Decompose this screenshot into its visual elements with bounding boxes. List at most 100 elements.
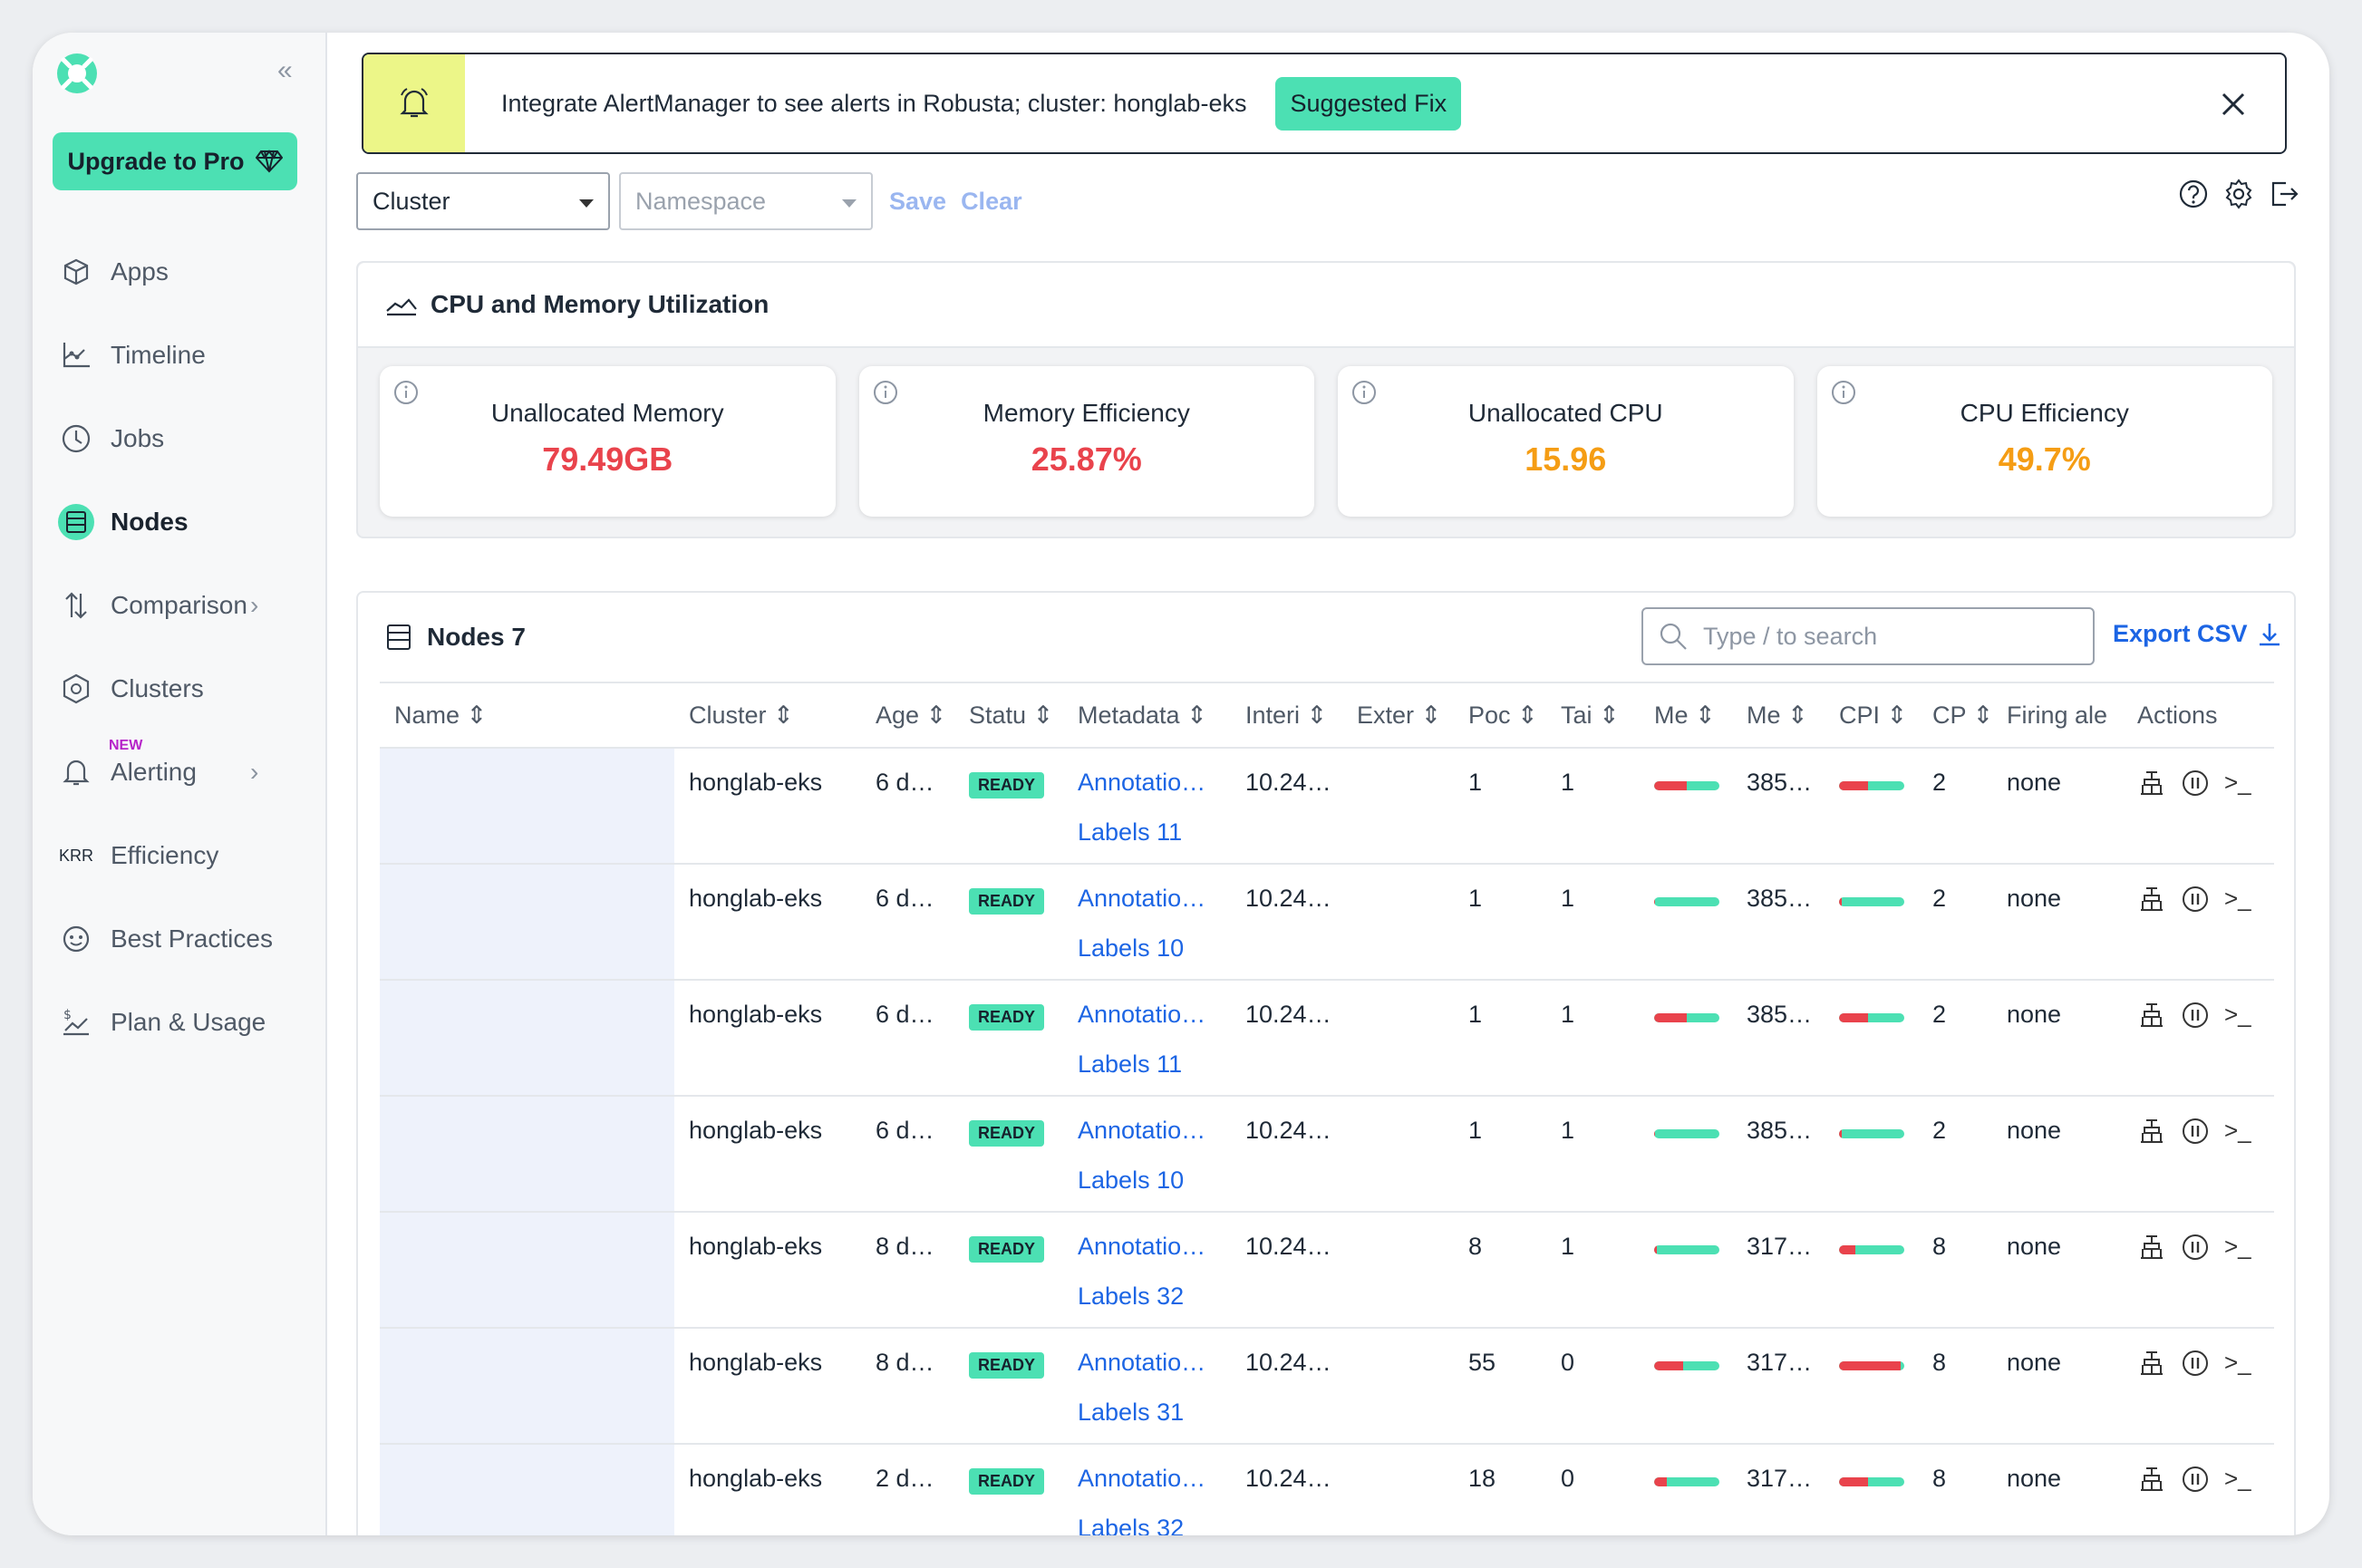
pause-icon[interactable] <box>2181 885 2210 914</box>
terminal-icon[interactable]: >_ <box>2224 885 2251 912</box>
node-name-cell[interactable]: .. <box>380 1212 674 1329</box>
labels-link[interactable]: Labels 32 <box>1078 1515 1185 1535</box>
logout-icon[interactable] <box>2268 178 2300 210</box>
info-icon[interactable] <box>1830 379 1857 406</box>
utilization-header: CPU and Memory Utilization <box>358 263 2294 348</box>
sidebar-item-plan-usage[interactable]: $ Plan & Usage <box>33 981 325 1064</box>
annotations-link[interactable]: Annotatio… <box>1078 1349 1206 1376</box>
info-icon[interactable] <box>392 379 420 406</box>
column-header-memory-usage[interactable]: Me ⇕ <box>1640 682 1732 749</box>
terminal-icon[interactable]: >_ <box>2224 1233 2251 1260</box>
pause-icon[interactable] <box>2181 1001 2210 1030</box>
sidebar-item-comparison[interactable]: Comparison › <box>33 564 325 647</box>
annotations-link[interactable]: Annotatio… <box>1078 1465 1206 1492</box>
table-row[interactable]: .. honglab-eks 6 d… READY Annotatio… Labe… <box>380 864 2274 981</box>
node-topology-icon[interactable] <box>2137 1117 2166 1146</box>
column-header-cluster[interactable]: Cluster ⇕ <box>674 682 861 749</box>
memory-cell: 317… <box>1732 1328 1825 1445</box>
pause-icon[interactable] <box>2181 1117 2210 1146</box>
search-input[interactable]: Type / to search <box>1641 607 2095 665</box>
pause-icon[interactable] <box>2181 769 2210 798</box>
annotations-link[interactable]: Annotatio… <box>1078 769 1206 796</box>
info-icon[interactable] <box>1350 379 1378 406</box>
terminal-icon[interactable]: >_ <box>2224 1349 2251 1376</box>
labels-link[interactable]: Labels 31 <box>1078 1399 1185 1426</box>
terminal-icon[interactable]: >_ <box>2224 769 2251 796</box>
node-topology-icon[interactable] <box>2137 769 2166 798</box>
sidebar-item-best-practices[interactable]: Best Practices <box>33 897 325 981</box>
table-row[interactable]: .. honglab-eks 6 d… READY Annotatio… Labe… <box>380 748 2274 865</box>
labels-link[interactable]: Labels 10 <box>1078 934 1185 962</box>
annotations-link[interactable]: Annotatio… <box>1078 1117 1206 1144</box>
table-row[interactable]: .. honglab-eks 6 d… READY Annotatio… Labe… <box>380 980 2274 1097</box>
node-name-cell[interactable]: .. <box>380 980 674 1097</box>
labels-link[interactable]: Labels 10 <box>1078 1166 1185 1194</box>
sidebar-item-timeline[interactable]: Timeline <box>33 314 325 397</box>
node-name-cell[interactable]: .. <box>380 1328 674 1445</box>
help-icon[interactable] <box>2177 178 2210 210</box>
metadata-cell: Annotatio… Labels 11 <box>1063 980 1231 1097</box>
column-header-name[interactable]: Name ⇕ <box>380 682 674 749</box>
actions-cell: >_ <box>2123 980 2274 1097</box>
sidebar-item-jobs[interactable]: Jobs <box>33 397 325 480</box>
clear-filter-button[interactable]: Clear <box>961 187 1022 215</box>
pause-icon[interactable] <box>2181 1349 2210 1378</box>
terminal-icon[interactable]: >_ <box>2224 1117 2251 1144</box>
table-row[interactable]: .. honglab-eks 6 d… READY Annotatio… Labe… <box>380 1096 2274 1213</box>
column-header-metadata[interactable]: Metadata ⇕ <box>1063 682 1231 749</box>
column-header-taints[interactable]: Tai ⇕ <box>1546 682 1640 749</box>
column-header-external-ip[interactable]: Exter ⇕ <box>1342 682 1454 749</box>
node-topology-icon[interactable] <box>2137 1349 2166 1378</box>
annotations-link[interactable]: Annotatio… <box>1078 885 1206 912</box>
table-row[interactable]: .. honglab-eks 8 d… READY Annotatio… Labe… <box>380 1212 2274 1329</box>
labels-link[interactable]: Labels 11 <box>1078 1050 1183 1078</box>
pause-icon[interactable] <box>2181 1465 2210 1494</box>
sidebar-item-apps[interactable]: Apps <box>33 230 325 314</box>
labels-link[interactable]: Labels 32 <box>1078 1282 1185 1310</box>
namespace-select[interactable]: Namespace <box>619 172 873 230</box>
column-header-firing-alerts[interactable]: Firing ale <box>1992 682 2123 749</box>
column-header-cpu[interactable]: CP ⇕ <box>1918 682 1992 749</box>
gear-icon[interactable] <box>2222 178 2255 210</box>
table-row[interactable]: .. honglab-eks 2 d… READY Annotatio… Labe… <box>380 1444 2274 1535</box>
table-row[interactable]: .. honglab-eks 8 d… READY Annotatio… Labe… <box>380 1328 2274 1445</box>
column-header-pods[interactable]: Poc ⇕ <box>1454 682 1546 749</box>
upgrade-to-pro-button[interactable]: Upgrade to Pro <box>53 132 297 190</box>
sidebar-item-alerting[interactable]: NEW Alerting › <box>33 731 325 814</box>
info-icon[interactable] <box>872 379 899 406</box>
annotations-link[interactable]: Annotatio… <box>1078 1233 1206 1260</box>
node-topology-icon[interactable] <box>2137 1465 2166 1494</box>
node-topology-icon[interactable] <box>2137 1233 2166 1262</box>
sidebar-item-efficiency[interactable]: KRR Efficiency <box>33 814 325 897</box>
terminal-icon[interactable]: >_ <box>2224 1001 2251 1028</box>
column-header-cpu-usage[interactable]: CPI ⇕ <box>1825 682 1918 749</box>
close-icon[interactable] <box>2218 89 2249 120</box>
external-ip-cell <box>1342 864 1454 981</box>
column-header-status[interactable]: Statu ⇕ <box>954 682 1063 749</box>
export-csv-button[interactable]: Export CSV <box>2113 620 2282 648</box>
collapse-sidebar-icon[interactable]: « <box>277 55 293 85</box>
annotations-link[interactable]: Annotatio… <box>1078 1001 1206 1028</box>
column-header-age[interactable]: Age ⇕ <box>861 682 954 749</box>
sidebar-item-clusters[interactable]: Clusters <box>33 647 325 731</box>
timeline-icon <box>58 337 94 373</box>
node-name-cell[interactable]: .. <box>380 1444 674 1535</box>
memory-cell: 317… <box>1732 1212 1825 1329</box>
column-header-internal-ip[interactable]: Interi ⇕ <box>1231 682 1342 749</box>
node-name-cell[interactable]: .. <box>380 748 674 865</box>
labels-link[interactable]: Labels 11 <box>1078 818 1183 846</box>
pause-icon[interactable] <box>2181 1233 2210 1262</box>
cluster-select[interactable]: Cluster <box>356 172 610 230</box>
terminal-icon[interactable]: >_ <box>2224 1465 2251 1492</box>
column-header-memory[interactable]: Me ⇕ <box>1732 682 1825 749</box>
sidebar-item-nodes[interactable]: Nodes <box>33 480 325 564</box>
suggested-fix-button[interactable]: Suggested Fix <box>1275 76 1462 131</box>
clock-icon <box>58 421 94 457</box>
node-topology-icon[interactable] <box>2137 1001 2166 1030</box>
save-filter-button[interactable]: Save <box>889 187 947 215</box>
node-name-cell[interactable]: .. <box>380 1096 674 1213</box>
node-name-cell[interactable]: .. <box>380 864 674 981</box>
memory-usage-bar <box>1654 1361 1719 1370</box>
node-topology-icon[interactable] <box>2137 885 2166 914</box>
robusta-logo-icon[interactable] <box>54 51 100 96</box>
